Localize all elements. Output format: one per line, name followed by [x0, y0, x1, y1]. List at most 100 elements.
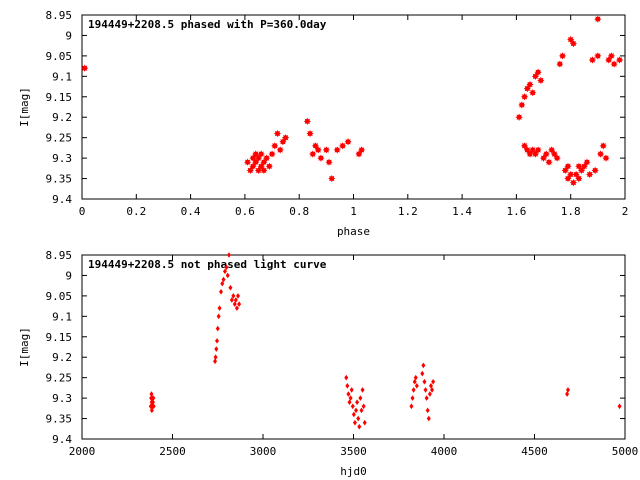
- unphased-data-point: [231, 293, 236, 299]
- phased-data-point: [260, 158, 268, 166]
- unphased-data-point: [224, 264, 229, 271]
- unphased-data-point: [430, 387, 435, 393]
- phased-data-point: [580, 162, 588, 170]
- unphased-y-tick-label: 9.2: [52, 351, 72, 364]
- phased-x-axis-label: phase: [337, 225, 370, 238]
- unphased-x-tick-label: 3500: [340, 445, 367, 458]
- unphased-data-point: [357, 423, 362, 430]
- unphased-data-point: [427, 391, 432, 397]
- phased-data-point: [325, 158, 333, 166]
- phased-data-point: [328, 174, 336, 183]
- unphased-data-point: [565, 391, 570, 397]
- unphased-data-point: [410, 395, 415, 401]
- phased-data-point: [246, 166, 254, 174]
- unphased-data-point: [413, 374, 418, 381]
- phased-light-curve-panel: 194449+2208.5 phased with P=360.0day pha…: [18, 9, 628, 238]
- phased-data-point: [252, 150, 260, 158]
- unphased-data-point: [425, 407, 430, 414]
- unphased-data-point: [431, 378, 436, 385]
- unphased-data-point: [213, 354, 218, 361]
- unphased-data-point: [229, 297, 234, 303]
- unphased-data-point: [234, 305, 239, 311]
- phased-data-point: [605, 56, 613, 64]
- unphased-data-point: [236, 293, 241, 299]
- phased-x-tick-label: 1.2: [398, 205, 418, 218]
- phased-y-tick-label: 9.4: [52, 193, 72, 206]
- phased-data-point: [558, 52, 567, 60]
- unphased-data-point: [347, 399, 352, 405]
- unphased-data-point: [149, 391, 154, 397]
- unphased-data-point: [352, 419, 357, 426]
- phased-data-point: [569, 179, 578, 187]
- unphased-data-point: [344, 374, 349, 381]
- unphased-data-point: [219, 289, 224, 295]
- unphased-data-point: [426, 415, 431, 422]
- phased-data-point: [583, 158, 591, 166]
- unphased-x-tick-label: 2000: [69, 445, 96, 458]
- phased-data-point: [596, 150, 605, 158]
- phased-data-point: [577, 166, 586, 174]
- unphased-y-tick-label: 8.95: [46, 249, 73, 262]
- phased-y-axis-label: I[mag]: [18, 87, 31, 127]
- phased-data-point: [257, 150, 265, 158]
- phased-data-point: [252, 158, 260, 166]
- phased-data-point: [539, 154, 548, 162]
- phased-data-point: [615, 56, 624, 64]
- phased-x-tick-label: 1.4: [452, 205, 472, 218]
- phased-data-point: [81, 64, 89, 72]
- unphased-data-point: [346, 391, 351, 397]
- phased-data-point: [303, 117, 311, 125]
- phased-data-point: [607, 52, 616, 60]
- unphased-data-point: [151, 395, 156, 401]
- phased-data-point: [594, 15, 602, 23]
- phased-data-point: [268, 150, 276, 158]
- phased-y-tick-label: 9.25: [46, 132, 73, 145]
- phased-data-point: [534, 68, 542, 76]
- phased-data-point: [534, 146, 542, 154]
- unphased-chart-title: 194449+2208.5 not phased light curve: [88, 258, 327, 271]
- unphased-x-tick-label: 4500: [521, 445, 548, 458]
- phased-data-point: [520, 142, 529, 150]
- unphased-data-point: [355, 399, 360, 405]
- unphased-data-point: [214, 346, 219, 352]
- phased-data-point: [254, 166, 263, 174]
- phased-y-tick-label: 9.1: [52, 70, 72, 83]
- phased-x-tick-label: 1: [350, 205, 357, 218]
- unphased-x-tick-label: 5000: [612, 445, 639, 458]
- unphased-data-point: [213, 358, 218, 365]
- phased-data-point: [531, 72, 539, 80]
- phased-x-tick-label: 1.8: [561, 205, 581, 218]
- phased-x-tick-label: 2: [622, 205, 629, 218]
- unphased-data-point: [359, 407, 364, 414]
- phased-data-point: [567, 170, 575, 179]
- phased-data-point: [575, 174, 583, 183]
- phased-data-point: [567, 35, 575, 44]
- phased-data-point: [523, 85, 531, 93]
- unphased-y-tick-label: 9.05: [46, 290, 73, 303]
- phased-data-point: [276, 146, 284, 154]
- phased-data-point: [344, 138, 352, 146]
- unphased-data-point: [237, 301, 242, 307]
- phased-data-point: [263, 154, 271, 162]
- phased-data-point: [317, 154, 325, 162]
- unphased-data-point: [226, 252, 231, 258]
- phased-data-point: [309, 150, 317, 158]
- phased-x-tick-label: 0: [79, 205, 86, 218]
- phased-data-point: [542, 150, 550, 158]
- phased-data-point: [564, 162, 572, 170]
- unphased-data-point: [565, 387, 570, 393]
- phased-data-point: [273, 129, 282, 138]
- phased-data-point: [529, 146, 537, 154]
- unphased-data-point: [215, 338, 220, 344]
- unphased-light-curve-panel: 194449+2208.5 not phased light curve hjd…: [18, 249, 638, 478]
- phased-data-point: [265, 162, 273, 170]
- unphased-data-point: [151, 403, 156, 410]
- unphased-y-tick-label: 9.4: [52, 433, 72, 446]
- unphased-data-point: [351, 411, 356, 418]
- phased-data-point: [529, 89, 537, 97]
- phased-data-point: [591, 166, 599, 174]
- phased-data-point: [358, 146, 366, 154]
- phased-data-point: [610, 60, 618, 68]
- unphased-data-point: [149, 407, 154, 414]
- phased-data-point: [588, 56, 597, 64]
